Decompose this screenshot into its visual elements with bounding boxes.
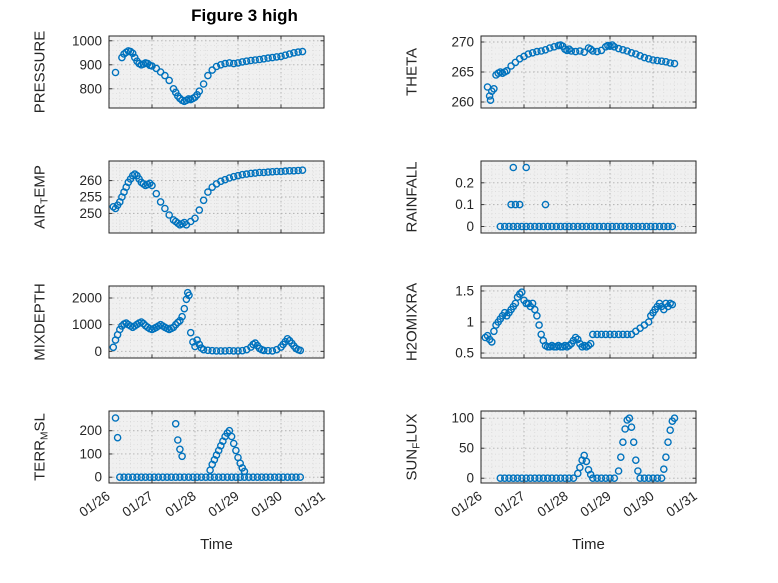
svg-text:270: 270 bbox=[451, 35, 474, 50]
ylabel-terr-msl: TERRMSL bbox=[28, 403, 54, 575]
svg-text:100: 100 bbox=[451, 411, 474, 426]
svg-text:0: 0 bbox=[94, 470, 102, 485]
svg-text:01/27: 01/27 bbox=[491, 488, 527, 520]
svg-text:0.5: 0.5 bbox=[455, 346, 474, 361]
subplot-mixdepth: MIXDEPTH 0 1000 2000 bbox=[28, 278, 334, 390]
svg-text:255: 255 bbox=[79, 190, 102, 205]
svg-text:0: 0 bbox=[466, 219, 474, 234]
ylabel-h2omixra-text: H2OMIXRA bbox=[403, 282, 421, 362]
subplot-rainfall: RAINFALL 0 0.1 0.2 bbox=[400, 153, 706, 265]
ylabel-terr-msl-sub: M bbox=[39, 431, 51, 441]
svg-text:1.5: 1.5 bbox=[455, 283, 474, 298]
svg-text:800: 800 bbox=[79, 81, 102, 96]
chart-rainfall: 0 0.1 0.2 bbox=[455, 160, 697, 234]
ylabel-mixdepth-text: MIXDEPTH bbox=[31, 283, 49, 361]
ylabel-terr-msl-post: SL bbox=[31, 413, 49, 432]
svg-text:01/28: 01/28 bbox=[534, 488, 570, 520]
figure-title: Figure 3 high bbox=[191, 6, 298, 25]
ylabel-theta: THETA bbox=[400, 28, 426, 140]
svg-text:200: 200 bbox=[79, 423, 102, 438]
svg-text:100: 100 bbox=[79, 446, 102, 461]
svg-text:1000: 1000 bbox=[72, 33, 102, 48]
ylabel-theta-text: THETA bbox=[403, 47, 421, 97]
ylabel-sun-flux-text: SUN bbox=[403, 448, 421, 481]
chart-theta: 260 265 270 bbox=[451, 35, 697, 110]
ylabel-sun-flux: SUNFLUX bbox=[400, 403, 426, 575]
ylabel-air-temp-post: EMP bbox=[31, 165, 49, 198]
ylabel-rainfall: RAINFALL bbox=[400, 153, 426, 265]
ylabel-mixdepth: MIXDEPTH bbox=[28, 278, 54, 390]
svg-text:1: 1 bbox=[466, 315, 474, 330]
ylabel-terr-msl-text: TERR bbox=[31, 440, 49, 481]
subplot-sun-flux: SUNFLUX 0 50 100 01/26 01/27 01/28 01/29 01/30 0… bbox=[400, 403, 706, 575]
svg-text:Time: Time bbox=[200, 536, 233, 553]
svg-text:260: 260 bbox=[451, 95, 474, 110]
ylabel-rainfall-text: RAINFALL bbox=[403, 161, 421, 233]
svg-text:01/28: 01/28 bbox=[162, 488, 198, 520]
svg-text:01/29: 01/29 bbox=[205, 488, 241, 520]
ylabel-sun-flux-sub: F bbox=[411, 442, 423, 449]
svg-text:0.2: 0.2 bbox=[455, 175, 474, 190]
svg-text:01/31: 01/31 bbox=[291, 488, 327, 520]
svg-text:0: 0 bbox=[94, 344, 102, 359]
svg-text:01/26: 01/26 bbox=[76, 488, 112, 520]
svg-text:01/26: 01/26 bbox=[448, 488, 484, 520]
svg-text:0.1: 0.1 bbox=[455, 197, 474, 212]
ylabel-air-temp-text: AIR bbox=[31, 203, 49, 229]
svg-text:01/27: 01/27 bbox=[119, 488, 155, 520]
chart-pressure: 800 900 1000 bbox=[72, 33, 325, 109]
subplot-grid: PRESSURE 800 900 1000 THETA 260 265 270 AIRT… bbox=[28, 28, 778, 575]
subplot-pressure: PRESSURE 800 900 1000 bbox=[28, 28, 334, 140]
chart-h2omixra: 0.5 1 1.5 bbox=[455, 283, 697, 361]
svg-text:01/29: 01/29 bbox=[577, 488, 613, 520]
svg-text:01/30: 01/30 bbox=[620, 488, 656, 520]
svg-text:260: 260 bbox=[79, 173, 102, 188]
ylabel-h2omixra: H2OMIXRA bbox=[400, 278, 426, 390]
ylabel-air-temp: AIRTEMP bbox=[28, 153, 54, 265]
svg-text:01/30: 01/30 bbox=[248, 488, 284, 520]
svg-text:Time: Time bbox=[572, 536, 605, 553]
ylabel-sun-flux-post: LUX bbox=[403, 413, 421, 443]
svg-text:0: 0 bbox=[466, 471, 474, 486]
svg-text:50: 50 bbox=[459, 441, 474, 456]
ylabel-pressure-text: PRESSURE bbox=[31, 30, 49, 114]
chart-terr-msl: 0 100 200 01/26 01/27 01/28 01/29 01/30 01/31 Tim… bbox=[76, 410, 328, 553]
subplot-h2omixra: H2OMIXRA 0.5 1 1.5 bbox=[400, 278, 706, 390]
chart-sun-flux: 0 50 100 01/26 01/27 01/28 01/29 01/30 01/31 Time bbox=[448, 410, 700, 553]
ylabel-pressure: PRESSURE bbox=[28, 28, 54, 140]
ylabel-air-temp-sub: T bbox=[39, 197, 51, 204]
chart-mixdepth: 0 1000 2000 bbox=[72, 285, 325, 359]
svg-text:250: 250 bbox=[79, 206, 102, 221]
svg-text:265: 265 bbox=[451, 65, 474, 80]
subplot-air-temp: AIRTEMP 250 255 260 bbox=[28, 153, 334, 265]
svg-text:2000: 2000 bbox=[72, 291, 102, 306]
svg-text:900: 900 bbox=[79, 57, 102, 72]
svg-text:01/31: 01/31 bbox=[663, 488, 699, 520]
subplot-terr-msl: TERRMSL 0 100 200 01/26 01/27 01/28 01/29 01/30… bbox=[28, 403, 334, 575]
svg-text:1000: 1000 bbox=[72, 317, 102, 332]
subplot-theta: THETA 260 265 270 bbox=[400, 28, 706, 140]
